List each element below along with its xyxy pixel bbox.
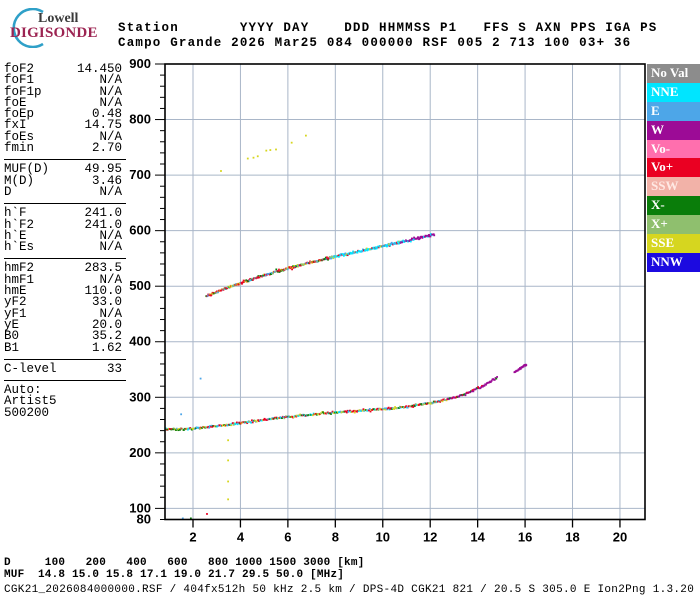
svg-text:800: 800	[129, 112, 151, 127]
svg-text:14: 14	[470, 530, 485, 545]
svg-text:80: 80	[137, 512, 151, 527]
svg-text:20: 20	[613, 530, 627, 545]
svg-text:900: 900	[129, 56, 151, 71]
svg-text:700: 700	[129, 167, 151, 182]
svg-text:200: 200	[129, 445, 151, 460]
svg-text:10: 10	[376, 530, 390, 545]
svg-text:8: 8	[332, 530, 339, 545]
svg-text:6: 6	[284, 530, 291, 545]
svg-text:600: 600	[129, 223, 151, 238]
svg-text:300: 300	[129, 389, 151, 404]
svg-text:16: 16	[518, 530, 532, 545]
svg-text:2: 2	[189, 530, 196, 545]
svg-text:18: 18	[565, 530, 579, 545]
svg-text:500: 500	[129, 278, 151, 293]
svg-text:4: 4	[237, 530, 245, 545]
svg-text:400: 400	[129, 334, 151, 349]
svg-text:12: 12	[423, 530, 437, 545]
